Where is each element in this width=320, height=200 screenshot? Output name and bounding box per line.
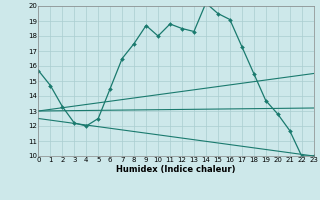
X-axis label: Humidex (Indice chaleur): Humidex (Indice chaleur) — [116, 165, 236, 174]
